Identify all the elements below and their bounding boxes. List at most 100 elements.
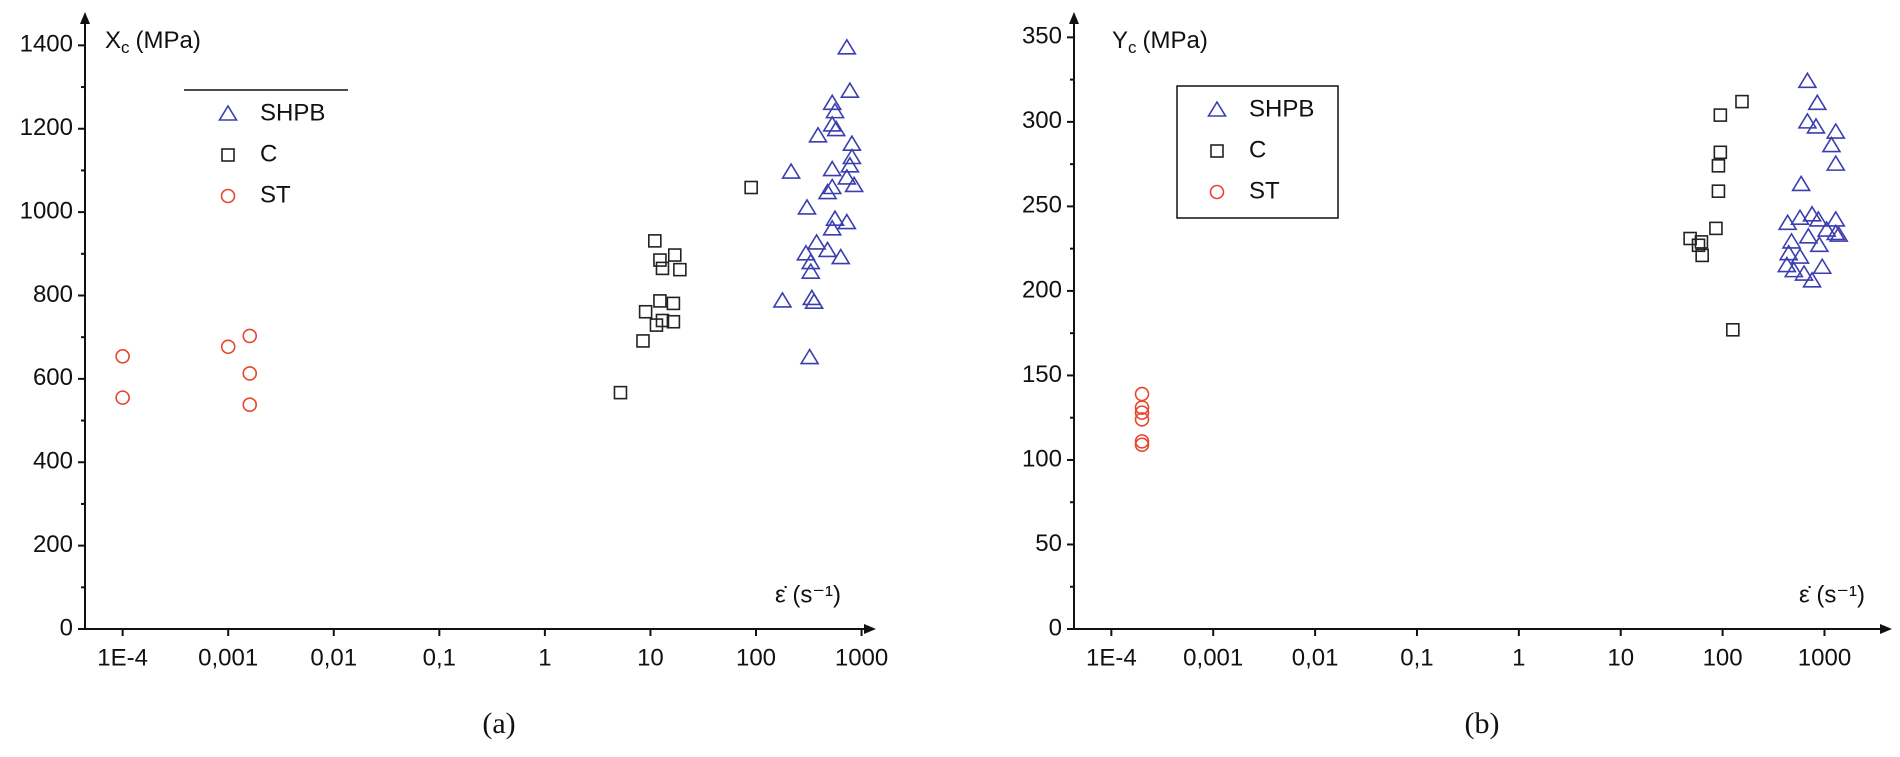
data-point: [1776, 256, 1797, 273]
legend-label: SHPB: [1249, 95, 1314, 122]
data-point: [1825, 154, 1846, 171]
data-point: [1821, 136, 1842, 153]
data-point: [804, 292, 825, 309]
data-point: [638, 304, 653, 319]
x-tick-label: 1E-4: [1086, 644, 1137, 671]
data-point: [1825, 122, 1846, 139]
data-point: [653, 253, 667, 267]
x-tick-label: 100: [736, 644, 776, 671]
data-point: [242, 397, 258, 413]
data-point: [806, 233, 827, 250]
x-tick-label: 0,1: [423, 644, 456, 671]
data-point: [800, 262, 821, 279]
x-axis-arrow: [1880, 624, 1892, 634]
x-tick-label: 0,01: [1292, 644, 1339, 671]
legend-label: SHPB: [260, 99, 325, 126]
x-tick-label: 1: [538, 644, 551, 671]
legend-marker: [218, 104, 238, 121]
data-point: [636, 334, 650, 348]
data-point: [1713, 108, 1728, 122]
y-tick-label: 400: [33, 448, 73, 475]
data-point: [839, 156, 860, 173]
data-point: [1798, 227, 1819, 244]
y-tick-label: 250: [1022, 192, 1062, 219]
data-point: [1694, 235, 1709, 249]
data-point: [1134, 412, 1150, 427]
data-point: [1709, 221, 1723, 236]
x-axis-arrow: [864, 624, 876, 634]
y-tick-label: 200: [33, 531, 73, 558]
data-point: [1134, 434, 1150, 449]
data-point: [667, 248, 682, 262]
y-label-main: X: [105, 27, 121, 54]
data-point: [1802, 271, 1822, 288]
data-point: [242, 328, 258, 344]
x-tick-label: 1000: [835, 644, 888, 671]
data-point: [1726, 322, 1740, 337]
y-tick-label: 50: [1035, 530, 1062, 557]
x-axis-label: ε̇ (s⁻¹): [1799, 581, 1865, 608]
legend-frame: [1176, 85, 1339, 219]
data-point: [841, 147, 862, 165]
x-tick-label: 0,1: [1400, 644, 1433, 671]
data-point: [115, 390, 130, 405]
data-point: [1695, 248, 1709, 263]
caption: (b): [1465, 707, 1500, 740]
data-point: [839, 81, 860, 99]
data-point: [1691, 238, 1706, 253]
legend-marker: [1210, 144, 1224, 158]
data-point: [220, 339, 236, 355]
data-point: [1781, 232, 1802, 249]
data-point: [1134, 400, 1150, 415]
data-point: [1713, 145, 1728, 160]
y-axis-label: Xc (MPa): [105, 27, 201, 57]
data-point: [822, 115, 843, 132]
y-label-sub: c: [1128, 38, 1137, 57]
y-tick-label: 200: [1022, 276, 1062, 303]
y-axis-arrow: [80, 12, 90, 24]
legend-marker: [221, 148, 235, 162]
y-tick-label: 1200: [20, 114, 73, 141]
x-axis-label: ε̇ (s⁻¹): [775, 581, 841, 608]
data-point: [1134, 437, 1150, 453]
data-point: [673, 262, 687, 277]
y-axis-arrow: [1069, 12, 1079, 24]
x-tick-label: 1: [1512, 644, 1525, 671]
data-point: [666, 296, 681, 311]
data-point: [1825, 223, 1846, 241]
data-point: [1790, 247, 1810, 264]
data-point: [826, 120, 847, 137]
data-point: [655, 313, 670, 328]
y-axis-label: Yc (MPa): [1112, 27, 1208, 57]
x-tick-label: 1E-4: [97, 644, 148, 671]
x-tick-label: 0,001: [198, 644, 258, 671]
y-label-unit: (MPa): [136, 27, 201, 54]
data-point: [836, 168, 857, 185]
data-point: [1134, 386, 1150, 402]
data-point: [666, 314, 681, 329]
data-point: [1828, 225, 1849, 242]
legend-marker: [220, 188, 236, 204]
data-point: [781, 162, 802, 179]
legend-label: ST: [260, 181, 291, 208]
data-point: [1134, 405, 1150, 420]
y-tick-label: 150: [1022, 361, 1062, 388]
data-point: [1783, 261, 1804, 278]
x-tick-label: 10: [1607, 644, 1634, 671]
data-point: [1735, 94, 1749, 109]
data-point: [825, 102, 845, 119]
data-point: [744, 180, 758, 195]
x-tick-label: 1000: [1798, 644, 1851, 671]
data-point: [795, 244, 816, 261]
data-point: [1812, 257, 1833, 275]
x-tick-label: 10: [637, 644, 664, 671]
legend-label: ST: [1249, 177, 1280, 204]
data-point: [655, 261, 670, 276]
data-point: [797, 198, 817, 215]
y-tick-label: 100: [1022, 445, 1062, 472]
data-point: [613, 385, 628, 400]
y-tick-label: 1000: [20, 197, 73, 224]
caption: (a): [482, 707, 515, 740]
x-tick-label: 0,01: [310, 644, 357, 671]
y-tick-label: 600: [33, 364, 73, 391]
